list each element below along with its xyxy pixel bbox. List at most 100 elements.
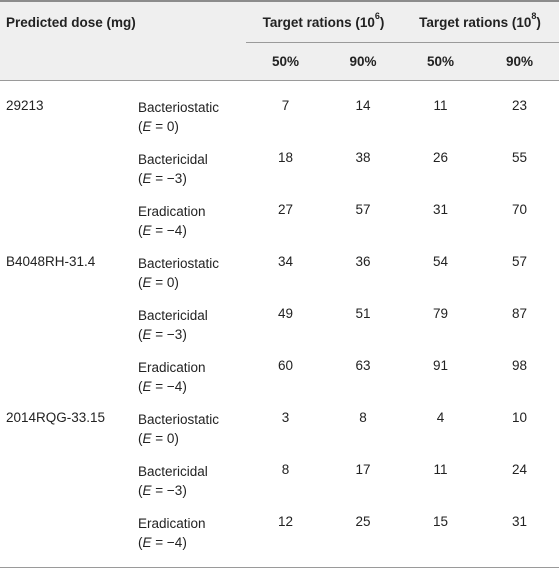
e-value-expression: (E = −3) [138, 483, 187, 498]
effect-label: Bacteriostatic [138, 100, 220, 115]
e-value-expression: (E = −4) [138, 535, 187, 550]
effect-cell: Bacteriostatic (E = 0) [136, 403, 246, 455]
table-body: 29213 Bacteriostatic (E = 0) 7 14 11 23 Bacteri… [0, 91, 559, 559]
value-cell: 98 [512, 358, 528, 373]
e-value: 0 [166, 275, 175, 290]
value-cell: 31 [433, 202, 449, 217]
e-value: −4 [166, 223, 183, 238]
value-cell: 23 [512, 98, 528, 113]
effect-label: Eradication [138, 360, 206, 375]
value-cell: 57 [512, 254, 528, 269]
effect-cell: Bactericidal (E = −3) [136, 455, 246, 507]
effect-cell: Bacteriostatic (E = 0) [136, 91, 246, 143]
e-value-expression: (E = −4) [138, 379, 187, 394]
effect-label: Bacteriostatic [138, 256, 220, 271]
value-cell: 8 [281, 462, 290, 477]
strain-cell [0, 351, 136, 403]
value-cell: 11 [433, 462, 448, 477]
value-cell: 38 [355, 150, 371, 165]
effect-label: Bacteriostatic [138, 412, 220, 427]
e-value: −4 [166, 379, 183, 394]
effect-label: Bactericidal [138, 152, 208, 167]
value-cell: 25 [355, 514, 371, 529]
table-row: Bactericidal (E = −3) 8 17 11 24 [0, 455, 559, 507]
value-cell: 60 [277, 358, 294, 373]
sub-header-50-a: 50% [246, 42, 325, 81]
e-value-expression: (E = 0) [138, 119, 179, 134]
header-row-1: Predicted dose (mg) Target rations (106)… [0, 0, 559, 43]
e-value: −4 [166, 535, 183, 550]
value-cell: 49 [277, 306, 294, 321]
strain-cell: B4048RH-31.4 [6, 254, 96, 269]
sub-header-90-b: 90% [480, 42, 559, 81]
strain-cell [0, 143, 136, 195]
value-cell: 70 [512, 202, 528, 217]
value-cell: 34 [277, 254, 294, 269]
effect-cell: Bactericidal (E = −3) [136, 143, 246, 195]
table-row: B4048RH-31.4 Bacteriostatic (E = 0) 34 36 54 5… [0, 247, 559, 299]
effect-cell: Eradication (E = −4) [136, 351, 246, 403]
e-value-expression: (E = −3) [138, 327, 187, 342]
value-cell: 36 [355, 254, 371, 269]
e-value: 0 [166, 119, 175, 134]
e-value: −3 [166, 327, 183, 342]
value-cell: 79 [433, 306, 449, 321]
group-header-10-6: Target rations (106) [246, 0, 402, 43]
effect-cell: Bacteriostatic (E = 0) [136, 247, 246, 299]
value-cell: 7 [281, 98, 290, 113]
strain-cell [0, 455, 136, 507]
e-value: −3 [166, 483, 183, 498]
sub-header-90-a: 90% [325, 42, 402, 81]
strain-cell: 29213 [6, 98, 44, 113]
effect-cell: Bactericidal (E = −3) [136, 299, 246, 351]
value-cell: 15 [433, 514, 449, 529]
row-label-header: Predicted dose (mg) [0, 0, 246, 43]
value-cell: 11 [433, 98, 448, 113]
effect-label: Eradication [138, 204, 206, 219]
value-cell: 18 [277, 150, 294, 165]
effect-label: Bactericidal [138, 464, 208, 479]
table-row: Eradication (E = −4) 12 25 15 31 [0, 507, 559, 559]
value-cell: 8 [359, 410, 367, 425]
e-value-expression: (E = −3) [138, 171, 187, 186]
value-cell: 55 [512, 150, 528, 165]
value-cell: 54 [433, 254, 449, 269]
e-value-expression: (E = −4) [138, 223, 187, 238]
table-row: 29213 Bacteriostatic (E = 0) 7 14 11 23 [0, 91, 559, 143]
e-value: 0 [166, 431, 175, 446]
header-row-2: 50% 90% 50% 90% [0, 42, 559, 81]
effect-cell: Eradication (E = −4) [136, 507, 246, 559]
e-value: −3 [166, 171, 183, 186]
table-row: Eradication (E = −4) 27 57 31 70 [0, 195, 559, 247]
value-cell: 4 [436, 410, 445, 425]
table-row: Bactericidal (E = −3) 49 51 79 87 [0, 299, 559, 351]
value-cell: 26 [433, 150, 449, 165]
strain-cell [0, 195, 136, 247]
group-header-10-8: Target rations (108) [401, 0, 559, 43]
value-cell: 51 [355, 306, 371, 321]
strain-cell: 2014RQG-33.15 [6, 410, 106, 425]
value-cell: 87 [512, 306, 528, 321]
table-row: Eradication (E = −4) 60 63 91 98 [0, 351, 559, 403]
value-cell: 63 [355, 358, 371, 373]
effect-label: Bactericidal [138, 308, 208, 323]
value-cell: 27 [277, 202, 294, 217]
effect-label: Eradication [138, 516, 206, 531]
e-value-expression: (E = 0) [138, 275, 179, 290]
value-cell: 14 [355, 98, 371, 113]
value-cell: 91 [433, 358, 449, 373]
effect-cell: Eradication (E = −4) [136, 195, 246, 247]
e-value-expression: (E = 0) [138, 431, 179, 446]
value-cell: 31 [512, 514, 528, 529]
value-cell: 57 [355, 202, 371, 217]
value-cell: 12 [277, 514, 294, 529]
table-row: 2014RQG-33.15 Bacteriostatic (E = 0) 3 8 4 10 [0, 403, 559, 455]
value-cell: 17 [355, 462, 371, 477]
strain-cell [0, 299, 136, 351]
value-cell: 24 [512, 462, 528, 477]
strain-cell [0, 507, 136, 559]
value-cell: 3 [281, 410, 290, 425]
value-cell: 10 [512, 410, 528, 425]
